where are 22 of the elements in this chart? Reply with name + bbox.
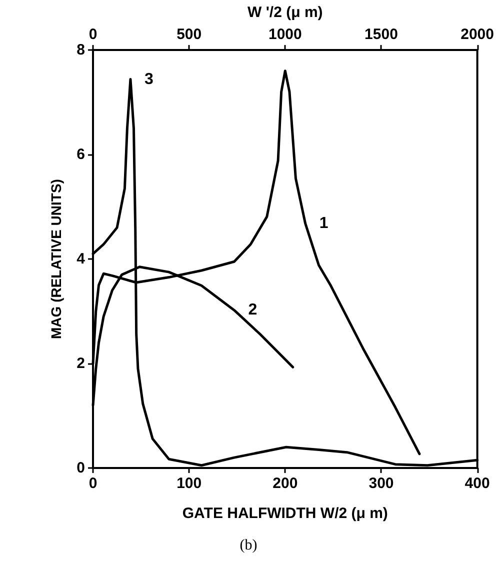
- text: (b): [240, 538, 258, 554]
- y-tick-label: 6: [76, 146, 85, 163]
- y-axis-title: MAG (RELATIVE UNITS): [48, 179, 64, 339]
- x2-tick-label: 500: [176, 26, 202, 43]
- x-axis-title: GATE HALFWIDTH W/2 (μ m): [182, 505, 388, 522]
- series-label: 2: [248, 302, 258, 319]
- x2-tick-label: 1000: [268, 26, 302, 43]
- x2-tick-label: 1500: [364, 26, 398, 43]
- x-tick-label: 100: [176, 475, 202, 492]
- series-label: 1: [319, 214, 328, 232]
- x2-tick-label: 0: [88, 26, 98, 43]
- x-tick-label: 400: [464, 475, 490, 492]
- x2-axis-title: W '/2 (μ m): [248, 4, 323, 21]
- y-tick-label: 2: [76, 355, 85, 372]
- x-tick-label: 0: [88, 475, 98, 492]
- y-tick-label: 4: [76, 250, 86, 268]
- x-tick-label: 200: [272, 475, 298, 492]
- y-tick-label: 0: [76, 460, 85, 476]
- y-tick-label: 8: [76, 42, 85, 58]
- series-label: 3: [144, 70, 154, 88]
- x2-tick-label: 2000: [460, 26, 494, 43]
- x-tick-label: 300: [368, 475, 394, 492]
